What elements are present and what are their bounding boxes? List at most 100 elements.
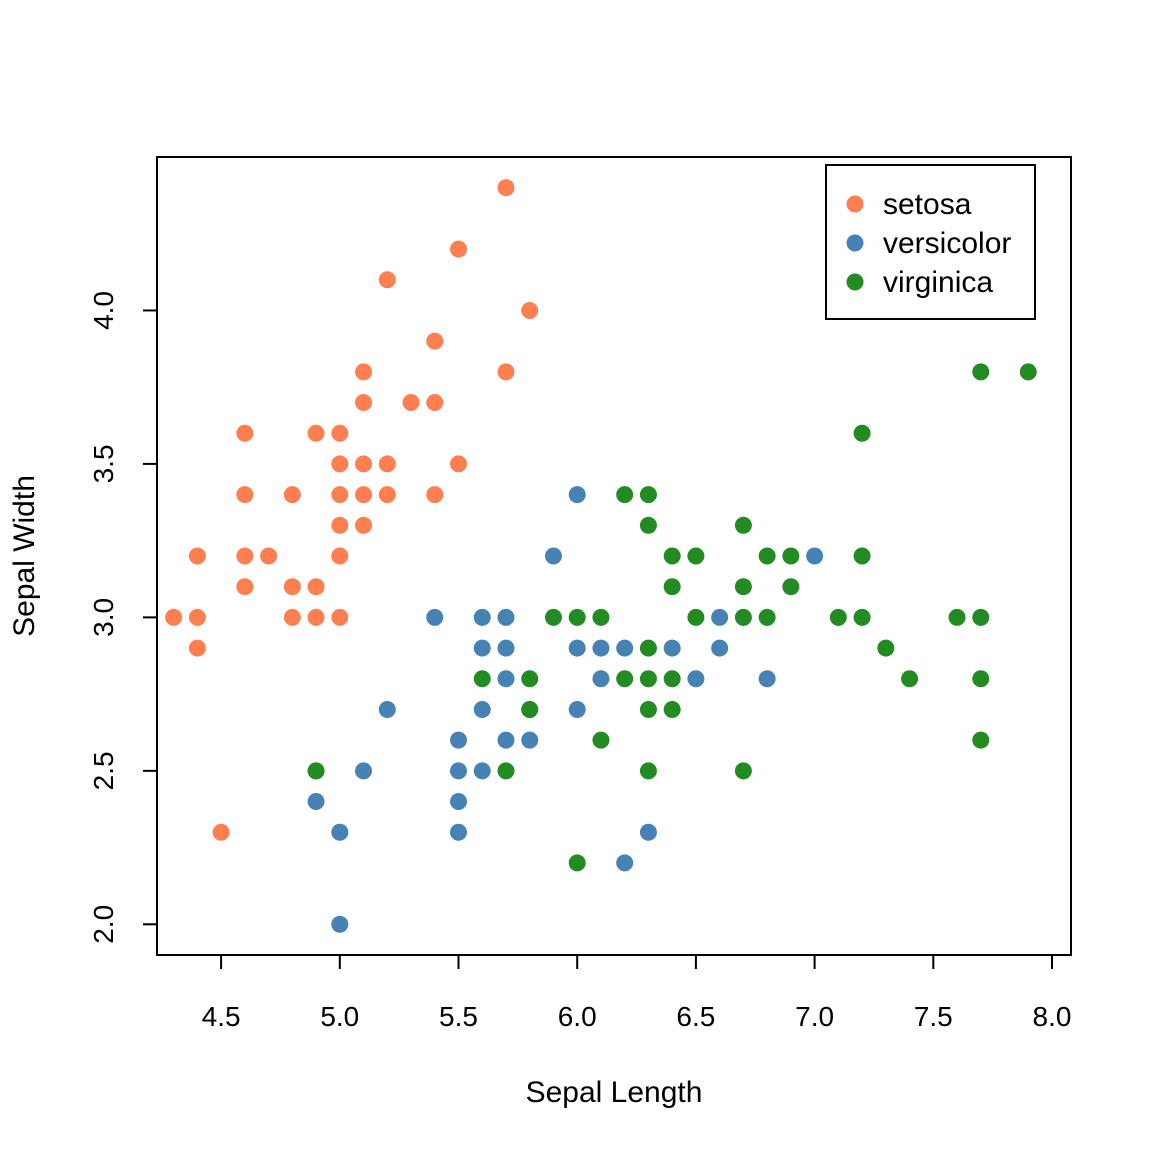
data-point (687, 608, 705, 626)
data-point (355, 486, 373, 504)
data-point (734, 608, 752, 626)
data-point (616, 670, 634, 688)
data-point (568, 608, 586, 626)
data-point (426, 332, 444, 350)
data-point (355, 516, 373, 534)
data-point (853, 424, 871, 442)
data-point (450, 455, 468, 473)
data-point (450, 240, 468, 258)
data-point (758, 670, 776, 688)
data-point (378, 700, 396, 718)
data-points (165, 179, 1037, 933)
data-point (497, 179, 515, 197)
data-point (236, 578, 254, 596)
data-point (212, 823, 230, 841)
data-point (521, 731, 539, 749)
data-point (260, 547, 278, 565)
data-point (616, 854, 634, 872)
legend: setosa versicolor virginica (825, 164, 1036, 320)
data-point (616, 486, 634, 504)
data-point (378, 271, 396, 289)
data-point (473, 670, 491, 688)
series-setosa (165, 179, 539, 841)
data-point (283, 578, 301, 596)
data-point (639, 639, 657, 657)
data-point (972, 731, 990, 749)
data-point (1019, 363, 1037, 381)
data-point (972, 670, 990, 688)
data-point (639, 670, 657, 688)
data-point (663, 700, 681, 718)
y-axis: 2.0 2.5 3.0 3.5 4.0 (88, 291, 158, 944)
data-point (283, 486, 301, 504)
data-point (521, 700, 539, 718)
data-point (188, 547, 206, 565)
x-axis-title: Sepal Length (526, 1076, 703, 1109)
y-tick-label: 2.0 (88, 905, 119, 944)
y-tick-label: 4.0 (88, 291, 119, 330)
data-point (663, 639, 681, 657)
data-point (806, 547, 824, 565)
data-point (188, 608, 206, 626)
data-point (331, 455, 349, 473)
data-point (568, 700, 586, 718)
data-point (497, 670, 515, 688)
x-tick-label: 7.5 (914, 1001, 953, 1032)
data-point (402, 394, 420, 412)
data-point (236, 424, 254, 442)
data-point (307, 793, 325, 811)
data-point (331, 547, 349, 565)
data-point (331, 424, 349, 442)
data-point (378, 486, 396, 504)
data-point (473, 700, 491, 718)
series-virginica (307, 363, 1037, 872)
data-point (497, 731, 515, 749)
legend-label: setosa (883, 188, 972, 221)
x-tick-label: 5.5 (439, 1001, 478, 1032)
data-point (877, 639, 895, 657)
y-tick-label: 2.5 (88, 751, 119, 790)
data-point (355, 762, 373, 780)
data-point (236, 547, 254, 565)
data-point (568, 639, 586, 657)
data-point (758, 608, 776, 626)
data-point (734, 762, 752, 780)
data-point (307, 578, 325, 596)
legend-label: virginica (883, 266, 993, 299)
data-point (592, 731, 610, 749)
data-point (972, 363, 990, 381)
data-point (782, 547, 800, 565)
data-point (331, 823, 349, 841)
data-point (450, 762, 468, 780)
data-point (544, 608, 562, 626)
data-point (592, 670, 610, 688)
data-point (853, 547, 871, 565)
data-point (592, 608, 610, 626)
data-point (782, 578, 800, 596)
data-point (426, 394, 444, 412)
data-point (473, 608, 491, 626)
data-point (711, 608, 729, 626)
x-axis: 4.5 5.0 5.5 6.0 6.5 7.0 7.5 8.0 (202, 954, 1071, 1032)
data-point (972, 608, 990, 626)
legend-marker (846, 234, 864, 252)
data-point (355, 455, 373, 473)
data-point (521, 301, 539, 319)
data-point (331, 915, 349, 933)
x-tick-label: 5.0 (320, 1001, 359, 1032)
data-point (497, 762, 515, 780)
data-point (663, 670, 681, 688)
data-point (639, 486, 657, 504)
data-point (711, 639, 729, 657)
data-point (331, 516, 349, 534)
data-point (497, 639, 515, 657)
data-point (663, 547, 681, 565)
data-point (687, 547, 705, 565)
data-point (687, 670, 705, 688)
data-point (568, 486, 586, 504)
data-point (331, 486, 349, 504)
y-tick-label: 3.5 (88, 444, 119, 483)
data-point (758, 547, 776, 565)
legend-marker (846, 195, 864, 213)
